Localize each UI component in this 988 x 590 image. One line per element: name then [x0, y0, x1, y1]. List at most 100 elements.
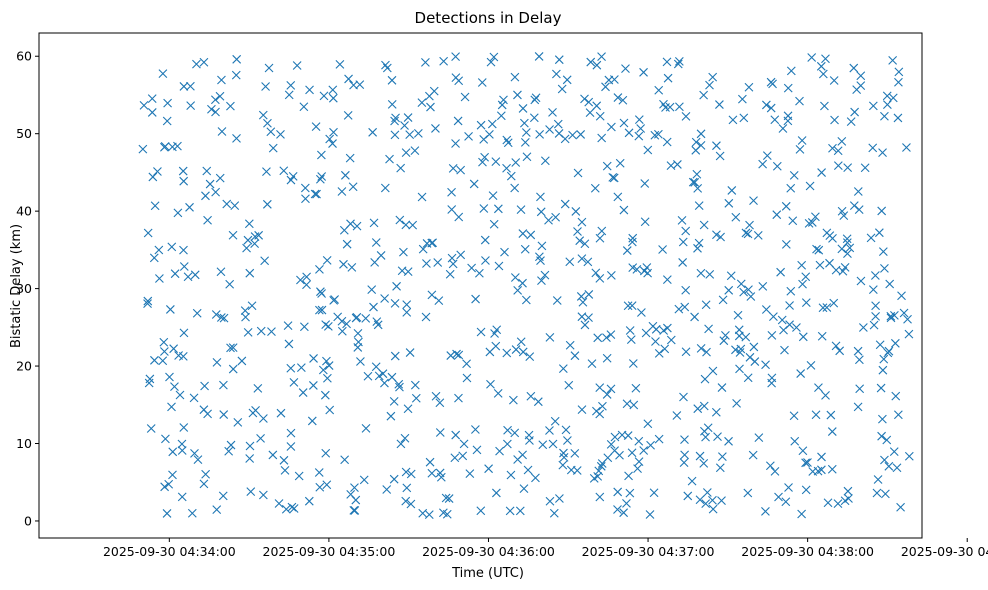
detection-point [147, 108, 157, 117]
detection-point [175, 390, 185, 400]
detection-point [186, 101, 196, 110]
detection-point [627, 448, 637, 458]
detection-point [639, 446, 649, 455]
detection-point [150, 201, 160, 211]
detection-point [167, 242, 177, 252]
detection-point [294, 471, 304, 481]
detection-point [573, 227, 582, 236]
detection-point [878, 414, 887, 424]
detection-point [823, 498, 833, 508]
detection-point [643, 419, 653, 429]
detection-point [876, 383, 886, 393]
detection-point [754, 433, 764, 442]
detection-point [595, 383, 605, 392]
x-tick-label: 2025-09-30 04:36:00 [422, 544, 555, 559]
detection-point [692, 169, 702, 179]
detection-point [312, 189, 321, 199]
detection-point [489, 52, 499, 62]
detection-point [460, 92, 470, 102]
detection-point [837, 206, 847, 216]
detection-point [216, 267, 226, 277]
detection-point [526, 391, 536, 401]
detection-point [568, 130, 577, 140]
detection-point [447, 205, 457, 214]
detection-point [666, 161, 676, 171]
detection-point [882, 91, 892, 101]
detection-point [798, 446, 808, 456]
detection-point [179, 328, 189, 338]
detection-point [287, 502, 297, 512]
detection-point [348, 182, 358, 192]
detection-point [268, 143, 278, 153]
detection-point [519, 484, 529, 494]
detection-point [447, 253, 457, 263]
detection-point [417, 98, 427, 108]
detection-point [606, 440, 616, 449]
detection-point [827, 427, 837, 436]
detection-point [833, 146, 843, 156]
detection-point [853, 187, 863, 196]
detection-point [200, 381, 209, 391]
detection-point [534, 252, 544, 262]
detection-point [262, 199, 272, 209]
detection-point [511, 158, 521, 167]
detection-point [578, 297, 588, 307]
detection-point [854, 355, 864, 365]
detection-point [346, 490, 356, 499]
detection-point [183, 272, 193, 282]
detection-point [595, 233, 605, 243]
detection-point [716, 232, 725, 242]
detection-point [559, 452, 569, 462]
detection-point [768, 79, 777, 89]
detection-point [649, 488, 659, 498]
detection-point [646, 440, 655, 450]
detection-point [727, 186, 737, 195]
detection-point [724, 436, 733, 446]
detection-point [770, 466, 780, 476]
detection-point [451, 430, 461, 440]
y-tick-label: 0 [24, 513, 32, 528]
detection-point [696, 268, 706, 278]
detection-point [731, 345, 740, 355]
detection-point [402, 300, 412, 310]
detection-point [555, 494, 564, 503]
detection-point [820, 101, 829, 111]
detection-point [842, 234, 852, 244]
detection-point [808, 467, 818, 476]
detection-point [201, 469, 211, 479]
detection-point [784, 483, 793, 492]
detection-point [190, 448, 199, 458]
detection-point [261, 82, 270, 91]
detection-point [210, 95, 220, 105]
detection-point [830, 115, 839, 125]
detection-point [177, 492, 187, 502]
detection-point [276, 408, 286, 418]
detection-point [508, 395, 518, 405]
detection-point [761, 100, 771, 110]
detection-point [480, 235, 490, 245]
detection-point [146, 424, 156, 433]
detection-point [869, 320, 879, 330]
detection-point [139, 100, 149, 110]
detection-point [628, 359, 638, 368]
detection-point [478, 157, 487, 167]
detection-point [840, 263, 850, 272]
detection-point [245, 454, 255, 463]
detection-point [535, 129, 545, 139]
detection-point [464, 132, 473, 141]
detection-point [202, 166, 212, 176]
detection-point [368, 127, 378, 137]
detection-point [826, 410, 836, 420]
detection-point [397, 266, 407, 276]
detection-point [503, 425, 512, 435]
detection-point [192, 59, 201, 69]
detection-point [795, 96, 804, 106]
detection-point [781, 201, 791, 211]
detection-point [391, 113, 400, 123]
detection-point [337, 326, 347, 336]
detection-point [299, 322, 309, 332]
detection-point [315, 174, 325, 184]
detection-point [513, 90, 522, 100]
detection-point [410, 146, 420, 156]
detection-point [264, 63, 274, 73]
